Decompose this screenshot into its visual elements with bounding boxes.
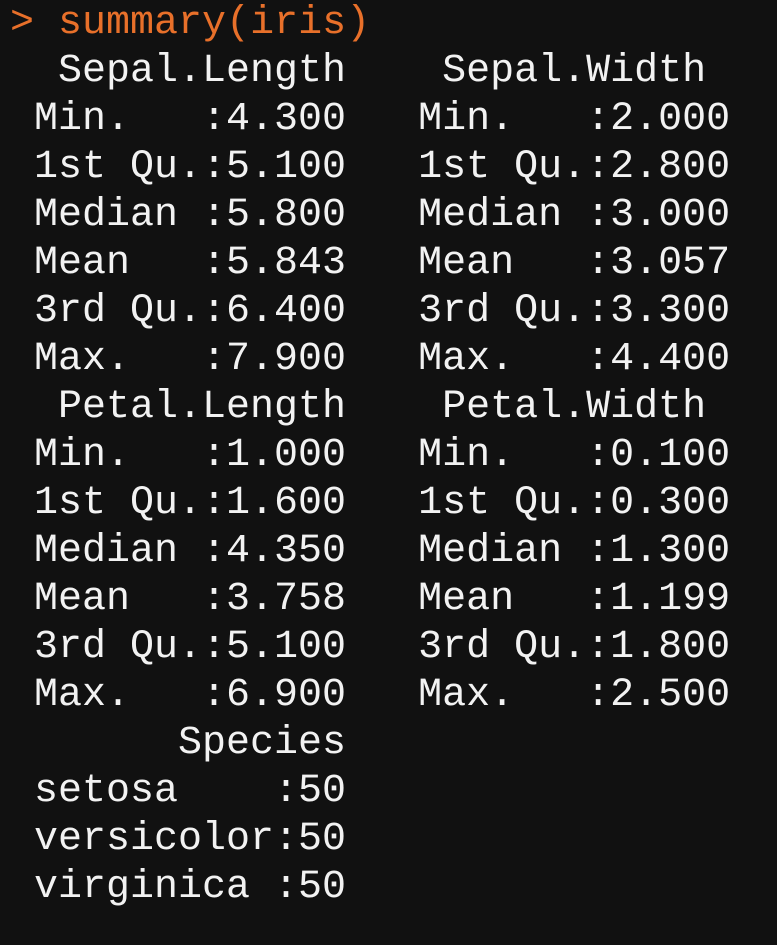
output-line-sepal-3rd-qu: 3rd Qu.:6.400 3rd Qu.:3.300 xyxy=(10,289,777,334)
output-line-petal-min: Min. :1.000 Min. :0.100 xyxy=(10,433,777,478)
command-text: summary(iris) xyxy=(58,1,371,46)
output-line-species-versicolor: versicolor:50 xyxy=(10,817,395,862)
output-line-sepal-median: Median :5.800 Median :3.000 xyxy=(10,193,777,238)
output-line-species-virginica: virginica :50 xyxy=(10,865,395,910)
output-line-petal-3rd-qu: 3rd Qu.:5.100 3rd Qu.:1.800 xyxy=(10,625,777,670)
output-line-species-header: Species xyxy=(10,721,395,766)
prompt-symbol: > xyxy=(10,1,35,46)
output-line-sepal-1st-qu: 1st Qu.:5.100 1st Qu.:2.800 xyxy=(10,145,777,190)
output-line-sepal-max: Max. :7.900 Max. :4.400 xyxy=(10,337,777,382)
prompt-line: > summary(iris) xyxy=(10,0,370,48)
output-line-sepal-min: Min. :4.300 Min. :2.000 xyxy=(10,97,777,142)
output-line-petal-1st-qu: 1st Qu.:1.600 1st Qu.:0.300 xyxy=(10,481,777,526)
output-line-petal-max: Max. :6.900 Max. :2.500 xyxy=(10,673,777,718)
output-line-species-setosa: setosa :50 xyxy=(10,769,395,814)
output-line-sepal-mean: Mean :5.843 Mean :3.057 xyxy=(10,241,777,286)
output-line-sepal-header: Sepal.Length Sepal.Width xyxy=(10,49,777,94)
output-line-petal-mean: Mean :3.758 Mean :1.199 xyxy=(10,577,777,622)
output-line-petal-header: Petal.Length Petal.Width xyxy=(10,385,777,430)
output-line-petal-median: Median :4.350 Median :1.300 xyxy=(10,529,777,574)
